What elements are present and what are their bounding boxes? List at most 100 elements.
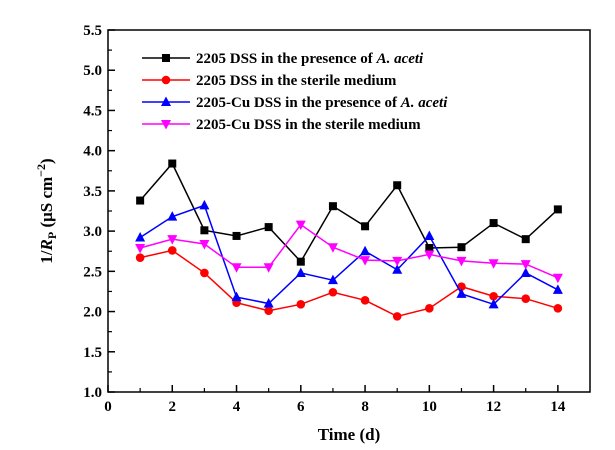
x-axis-title: Time (d): [318, 425, 381, 444]
data-point: [392, 264, 403, 274]
data-point: [392, 312, 402, 321]
series-layer: [135, 159, 563, 321]
series-2: [135, 246, 563, 321]
data-point: [167, 211, 178, 221]
data-point: [424, 250, 435, 260]
x-tick-label: 0: [104, 399, 112, 415]
data-point: [553, 205, 562, 214]
y-tick-label: 1.5: [83, 345, 102, 361]
legend: 2205 DSS in the presence of A. aceti2205…: [142, 51, 448, 133]
legend-marker: [161, 96, 171, 106]
legend-label: 2205 DSS in the presence of A. aceti: [196, 51, 424, 67]
y-tick-label: 1.0: [83, 385, 102, 401]
data-point: [521, 294, 531, 303]
x-tick-label: 4: [233, 399, 241, 415]
data-point: [295, 220, 306, 231]
x-tick-label: 8: [361, 399, 369, 415]
y-tick-label: 2.5: [83, 264, 102, 280]
data-point: [264, 223, 273, 232]
y-axis-title-prefix: 1/: [37, 250, 56, 264]
y-tick-label: 2.0: [83, 305, 102, 321]
data-point: [295, 267, 306, 277]
data-point: [457, 243, 466, 252]
legend-item-4: 2205-Cu DSS in the sterile medium: [142, 117, 421, 133]
data-point: [199, 239, 210, 250]
legend-label-text: 2205 DSS in the sterile medium: [196, 73, 397, 89]
y-tick-label: 4.5: [83, 103, 102, 119]
data-point: [424, 230, 435, 240]
legend-label-text: 2205 DSS in the presence of: [196, 51, 377, 67]
data-point: [456, 288, 467, 298]
legend-item-2: 2205 DSS in the sterile medium: [142, 73, 397, 89]
data-point: [392, 256, 403, 267]
data-point: [263, 263, 274, 273]
legend-label-species: A. aceti: [376, 51, 424, 67]
series-line: [139, 204, 559, 306]
legend-label: 2205-Cu DSS in the presence of A. aceti: [196, 95, 448, 111]
legend-label: 2205-Cu DSS in the sterile medium: [196, 117, 421, 133]
data-point: [552, 284, 563, 294]
x-tick-label: 2: [169, 399, 177, 415]
legend-marker: [161, 120, 171, 130]
x-tick-label: 14: [550, 399, 566, 415]
data-point: [425, 304, 434, 313]
legend-label-text: 2205-Cu DSS in the sterile medium: [196, 117, 421, 133]
y-axis-title-exponent: −2: [34, 164, 48, 177]
x-tick-label: 6: [297, 399, 305, 415]
data-point: [328, 202, 337, 211]
legend-item-1: 2205 DSS in the presence of A. aceti: [142, 51, 424, 67]
data-point: [199, 199, 210, 210]
data-point: [296, 257, 305, 266]
data-point: [360, 256, 371, 266]
series-line: [139, 162, 559, 263]
data-point: [296, 300, 306, 309]
y-tick-label: 3.0: [83, 224, 102, 240]
legend-marker: [161, 75, 171, 85]
data-point: [167, 235, 178, 245]
data-point: [360, 295, 370, 305]
y-axis-title: 1/RP (μS cm−2): [34, 158, 59, 263]
series-line: [139, 223, 559, 279]
y-axis-title-unit: (μS cm: [37, 177, 56, 232]
data-point: [552, 273, 563, 284]
data-point: [456, 256, 467, 267]
data-point: [425, 244, 434, 253]
axis-ticks: 0 2 4 6 8 10 12 14 1.0 1.5 2.0 2.5 3.0 3.5 4.0 4.5 5.0 5.…: [83, 23, 566, 415]
series-1: [136, 159, 562, 266]
data-point: [263, 298, 274, 308]
series-3: [135, 199, 563, 309]
data-point: [521, 235, 530, 244]
legend-item-3: 2205-Cu DSS in the presence of A. aceti: [142, 95, 448, 111]
x-tick-label: 12: [486, 399, 501, 415]
data-point: [135, 253, 145, 262]
x-tick-label: 10: [422, 399, 437, 415]
legend-label: 2205 DSS in the sterile medium: [196, 73, 397, 89]
data-point: [168, 159, 177, 168]
y-axis-title-subscript: P: [45, 232, 59, 239]
data-point: [553, 304, 563, 313]
data-point: [328, 287, 338, 297]
data-point: [488, 298, 499, 309]
data-point: [488, 259, 499, 269]
data-point: [135, 244, 146, 254]
data-point: [167, 246, 177, 255]
data-point: [231, 291, 242, 302]
legend-label-species: A. aceti: [400, 95, 448, 111]
legend-marker: [162, 54, 170, 62]
data-point: [200, 268, 209, 278]
y-tick-label: 4.0: [83, 144, 102, 160]
y-tick-label: 5.5: [83, 23, 102, 39]
data-point: [264, 306, 273, 316]
data-point: [489, 291, 498, 301]
legend-label-text: 2205-Cu DSS in the presence of: [196, 95, 401, 111]
series-line: [139, 249, 559, 318]
data-point: [231, 263, 242, 273]
series-4: [135, 220, 563, 284]
y-axis-title-close: ): [37, 158, 56, 164]
data-point: [136, 196, 145, 205]
y-tick-label: 5.0: [83, 63, 102, 79]
data-point: [327, 243, 338, 253]
data-point: [520, 267, 531, 277]
data-point: [200, 226, 209, 235]
